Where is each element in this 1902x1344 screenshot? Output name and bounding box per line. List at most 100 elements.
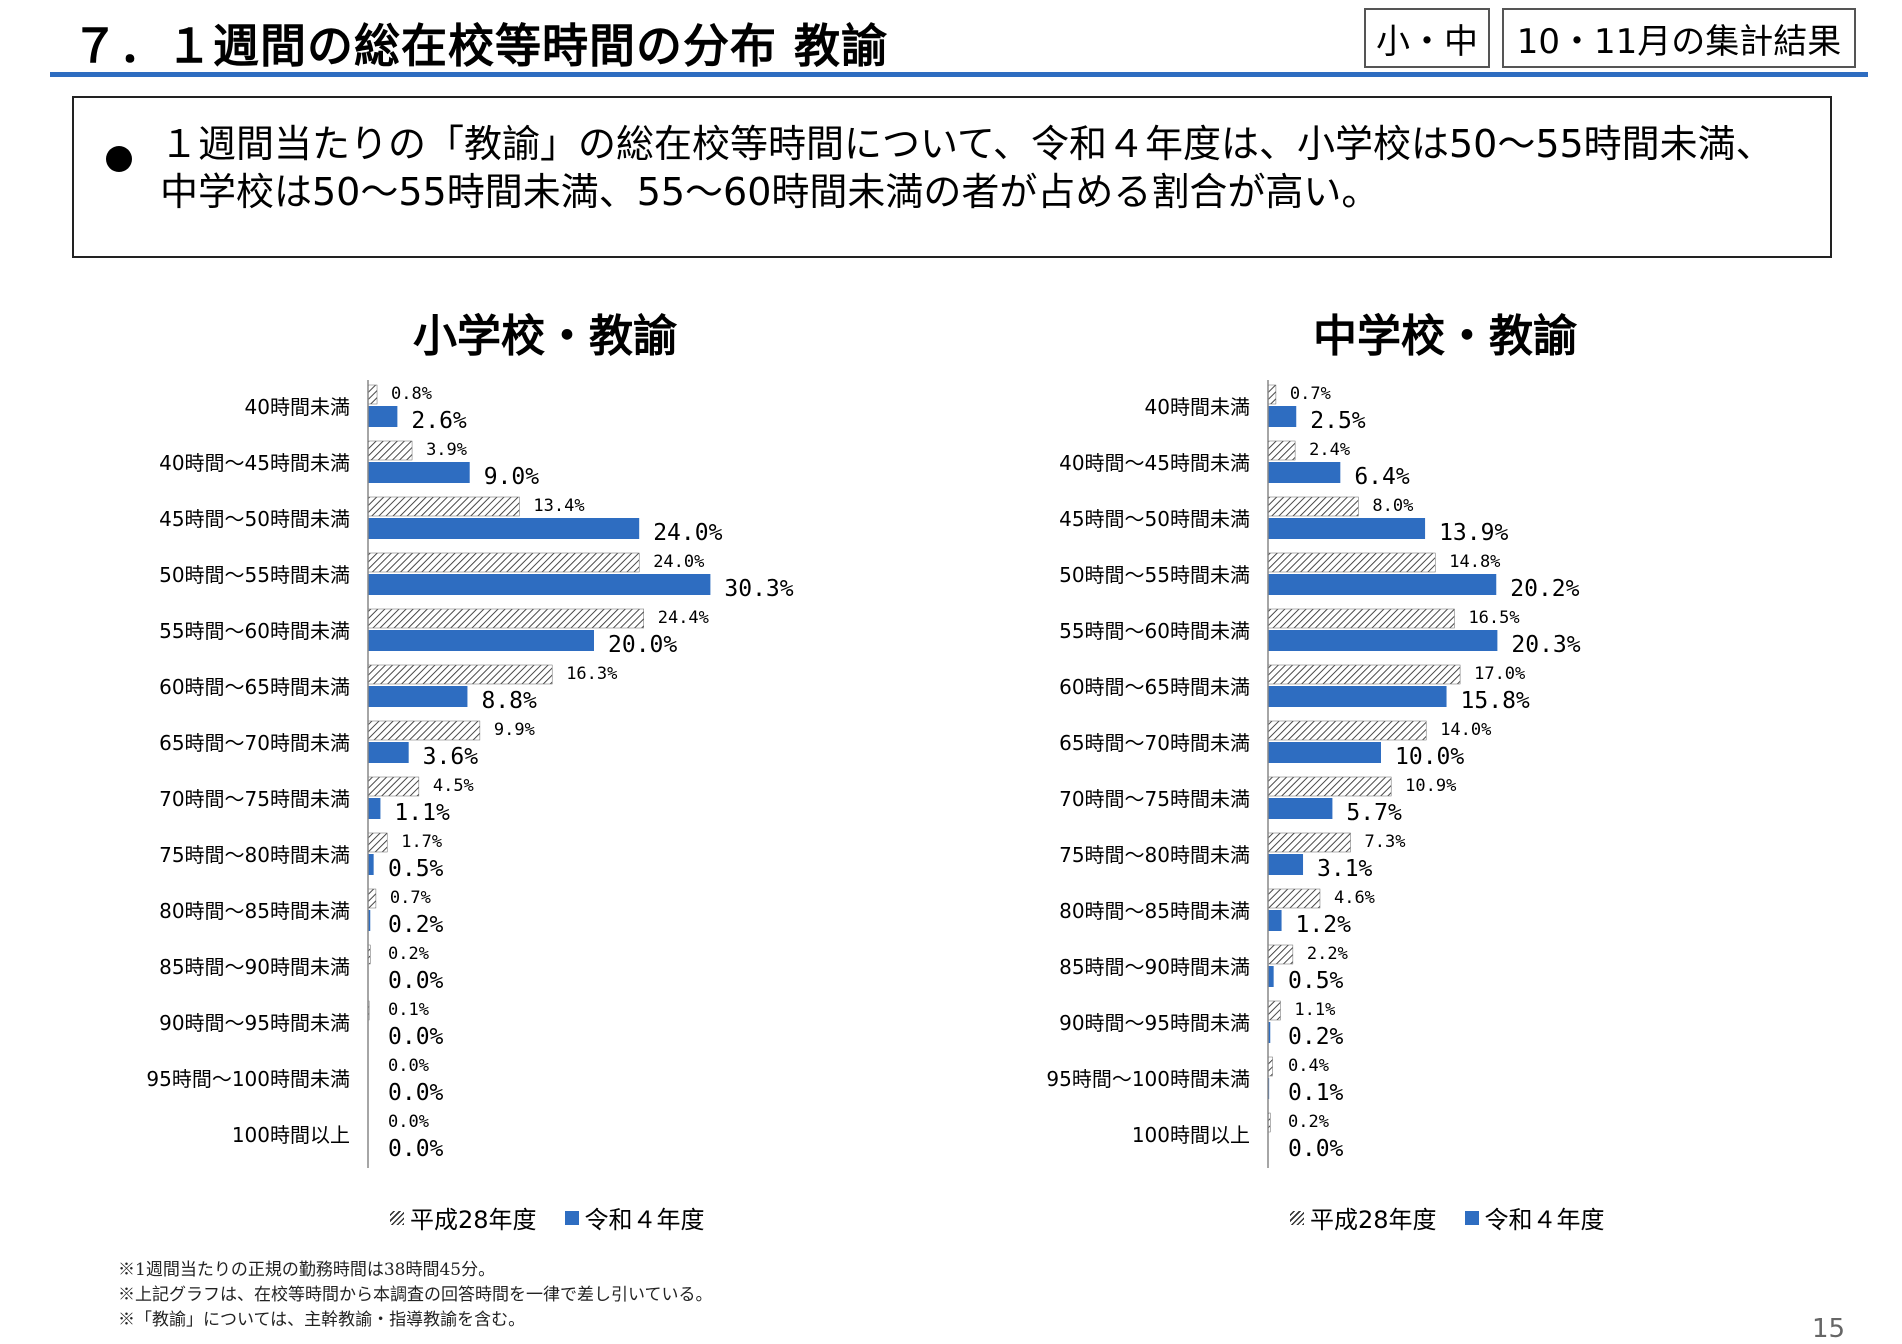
bar-old — [1267, 776, 1392, 797]
bar-new — [1268, 686, 1447, 707]
bullet-icon — [106, 146, 132, 172]
bar-new — [368, 462, 470, 483]
data-label-old: 14.8% — [1449, 552, 1500, 572]
category-label: 95時間～100時間未満 — [1046, 1067, 1250, 1091]
data-label-new: 24.0% — [653, 520, 722, 546]
category-label: 55時間～60時間未満 — [159, 619, 350, 643]
data-label-old: 0.2% — [388, 944, 429, 964]
category-label: 100時間以上 — [1132, 1123, 1250, 1147]
bar-new — [368, 574, 711, 595]
bar-new — [1268, 854, 1304, 875]
bar-old — [1267, 944, 1294, 965]
category-label: 60時間～65時間未満 — [159, 675, 350, 699]
bar-old — [1267, 552, 1436, 573]
data-label-new: 1.1% — [394, 800, 450, 826]
bar-new — [1268, 518, 1426, 539]
legend-label-old: 平成28年度 — [1310, 1206, 1437, 1234]
bar-old — [1267, 832, 1351, 853]
data-label-new: 13.9% — [1439, 520, 1508, 546]
bar-new — [1268, 462, 1341, 483]
data-label-new: 0.0% — [388, 968, 444, 994]
data-label-new: 0.0% — [1288, 1136, 1344, 1162]
bar-old — [367, 440, 413, 461]
legend-item-old: 平成28年度 — [1290, 1200, 1437, 1235]
legend-item-new: 令和４年度 — [1464, 1200, 1605, 1235]
data-label-new: 1.2% — [1296, 912, 1352, 938]
data-label-new: 0.2% — [1288, 1024, 1344, 1050]
data-label-new: 2.5% — [1310, 408, 1366, 434]
data-label-old: 16.5% — [1468, 608, 1519, 628]
category-label: 80時間～85時間未満 — [1059, 899, 1250, 923]
data-label-new: 3.1% — [1317, 856, 1373, 882]
data-label-new: 8.8% — [481, 688, 537, 714]
category-label: 55時間～60時間未満 — [1059, 619, 1250, 643]
category-label: 65時間～70時間未満 — [159, 731, 350, 755]
data-label-old: 0.7% — [1290, 384, 1331, 404]
data-label-old: 17.0% — [1474, 664, 1525, 684]
data-label-old: 24.4% — [658, 608, 709, 628]
category-label: 85時間～90時間未満 — [159, 955, 350, 979]
data-label-old: 1.1% — [1294, 1000, 1335, 1020]
data-label-old: 13.4% — [533, 496, 584, 516]
bar-old — [1267, 440, 1296, 461]
data-label-old: 9.9% — [494, 720, 535, 740]
data-label-old: 2.4% — [1309, 440, 1350, 460]
data-label-new: 20.3% — [1511, 632, 1580, 658]
data-label-new: 20.0% — [608, 632, 677, 658]
category-label: 85時間～90時間未満 — [1059, 955, 1250, 979]
legend-junior-high: 平成28年度 令和４年度 — [1290, 1200, 1605, 1235]
chart-title-elementary: 小学校・教諭 — [413, 311, 677, 362]
bar-old — [367, 832, 388, 853]
bar-old — [1267, 1000, 1281, 1021]
school-tag: 小・中 — [1364, 8, 1490, 68]
footnotes: ※1週間当たりの正規の勤務時間は38時間45分。 ※上記グラフは、在校等時間から… — [118, 1258, 713, 1333]
legend-label-new: 令和４年度 — [1484, 1206, 1605, 1234]
data-label-new: 0.0% — [388, 1024, 444, 1050]
category-label: 60時間～65時間未満 — [1059, 675, 1250, 699]
data-label-new: 6.4% — [1354, 464, 1410, 490]
data-label-old: 2.2% — [1307, 944, 1348, 964]
category-label: 40時間～45時間未満 — [159, 451, 350, 475]
chart-title-junior-high: 中学校・教諭 — [1313, 311, 1577, 362]
data-label-old: 10.9% — [1405, 776, 1456, 796]
bar-old — [1267, 608, 1455, 629]
bar-new — [1268, 742, 1381, 763]
data-label-old: 0.7% — [390, 888, 431, 908]
data-label-old: 7.3% — [1364, 832, 1405, 852]
hatched-swatch-icon — [1290, 1210, 1304, 1225]
bar-old — [367, 384, 378, 405]
data-label-old: 3.9% — [426, 440, 467, 460]
bar-old — [1267, 384, 1277, 405]
footnote: ※1週間当たりの正規の勤務時間は38時間45分。 — [118, 1260, 496, 1280]
bar-new — [368, 630, 594, 651]
category-label: 100時間以上 — [232, 1123, 350, 1147]
data-label-new: 2.6% — [411, 408, 467, 434]
data-label-new: 0.0% — [388, 1080, 444, 1106]
data-label-old: 16.3% — [566, 664, 617, 684]
bar-new — [1268, 798, 1333, 819]
legend-label-old: 平成28年度 — [410, 1206, 537, 1234]
title-rule — [50, 72, 1868, 77]
blue-swatch-icon — [564, 1210, 579, 1225]
chart-elementary-svg: 40時間未満 0.8% 2.6% 40時間～45時間未満 3.9% 9.0% 45時間～50… — [146, 380, 794, 1168]
category-label: 95時間～100時間未満 — [146, 1067, 350, 1091]
bar-old — [367, 552, 640, 573]
bar-new — [1268, 406, 1297, 427]
data-label-new: 0.5% — [1288, 968, 1344, 994]
page-title: ７．１週間の総在校等時間の分布 教諭 — [72, 19, 889, 73]
category-label: 45時間～50時間未満 — [159, 507, 350, 531]
data-label-new: 3.6% — [423, 744, 479, 770]
legend-item-new: 令和４年度 — [564, 1200, 705, 1235]
data-label-new: 10.0% — [1395, 744, 1464, 770]
bar-old — [367, 664, 553, 685]
data-label-new: 15.8% — [1461, 688, 1530, 714]
bar-new — [1268, 1022, 1271, 1043]
bar-old — [1267, 888, 1321, 909]
category-label: 90時間～95時間未満 — [1059, 1011, 1250, 1035]
page-number: 15 — [1812, 1314, 1846, 1344]
bar-new — [1268, 910, 1282, 931]
bar-new — [368, 854, 374, 875]
data-label-old: 0.1% — [388, 1000, 429, 1020]
bar-old — [367, 608, 644, 629]
data-label-new: 0.1% — [1288, 1080, 1344, 1106]
